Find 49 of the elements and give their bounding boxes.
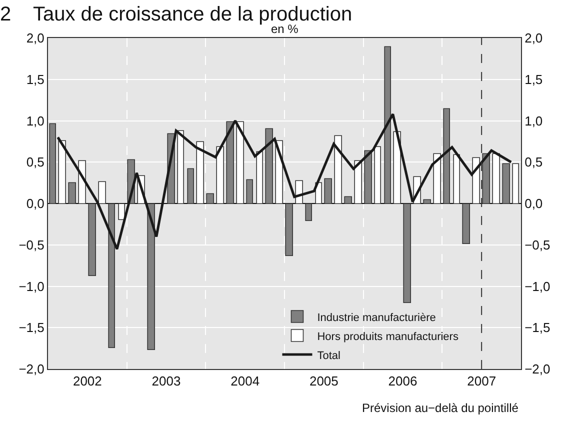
bar bbox=[265, 128, 273, 204]
y-tick-label: −2,0 bbox=[18, 362, 44, 377]
bar bbox=[364, 150, 372, 204]
bar bbox=[187, 168, 194, 204]
bar bbox=[108, 203, 115, 348]
bar bbox=[344, 196, 352, 204]
legend-label: Industrie manufacturière bbox=[317, 312, 436, 324]
bar bbox=[206, 193, 214, 204]
y2-tick-label: 2,0 bbox=[524, 30, 543, 46]
bar bbox=[147, 203, 155, 350]
y-tick-label: 0,5 bbox=[26, 154, 44, 170]
y-tick-label: 1,5 bbox=[26, 72, 44, 87]
bar bbox=[423, 199, 431, 204]
y2-tick-label: 1,5 bbox=[524, 72, 543, 87]
y2-tick-label: −2,0 bbox=[524, 362, 550, 377]
bar bbox=[502, 163, 510, 204]
bar bbox=[403, 203, 411, 303]
bar bbox=[285, 203, 293, 256]
y2-tick-label: −1,0 bbox=[524, 278, 550, 294]
bar bbox=[305, 203, 312, 221]
bar bbox=[443, 108, 450, 204]
bar bbox=[462, 203, 470, 244]
y2-tick-label: 1,0 bbox=[524, 113, 543, 128]
y-tick-label: −1,0 bbox=[18, 278, 44, 294]
y2-tick-label: 0,5 bbox=[524, 154, 543, 170]
bar bbox=[88, 203, 96, 276]
x-tick-label: 2004 bbox=[230, 374, 260, 389]
y2-tick-label: −1,5 bbox=[524, 320, 550, 336]
bar bbox=[98, 181, 106, 204]
y-tick-label: 2,0 bbox=[26, 30, 44, 46]
x-tick-label: 2002 bbox=[72, 374, 102, 389]
y-tick-label: 1,0 bbox=[26, 113, 44, 128]
bar bbox=[226, 121, 234, 204]
y-tick-label: 0,0 bbox=[26, 196, 44, 212]
y-tick-label: −0,5 bbox=[18, 237, 44, 252]
y2-tick-label: 0,0 bbox=[524, 196, 543, 212]
x-tick-label: 2003 bbox=[152, 374, 181, 389]
x-tick-label: 2005 bbox=[309, 374, 338, 389]
legend-label: Hors produits manufacturiers bbox=[317, 330, 459, 343]
y-tick-label: −1,5 bbox=[18, 320, 44, 336]
legend-label: Total bbox=[317, 350, 340, 362]
bar bbox=[384, 46, 391, 204]
x-tick-label: 2006 bbox=[388, 374, 418, 389]
bar bbox=[68, 182, 76, 204]
x-tick-label: 2007 bbox=[467, 374, 496, 389]
bar bbox=[246, 179, 253, 204]
text: Prévision au−delà du pointillé bbox=[362, 401, 519, 415]
bar bbox=[324, 178, 332, 204]
y2-tick-label: −0,5 bbox=[524, 237, 550, 252]
